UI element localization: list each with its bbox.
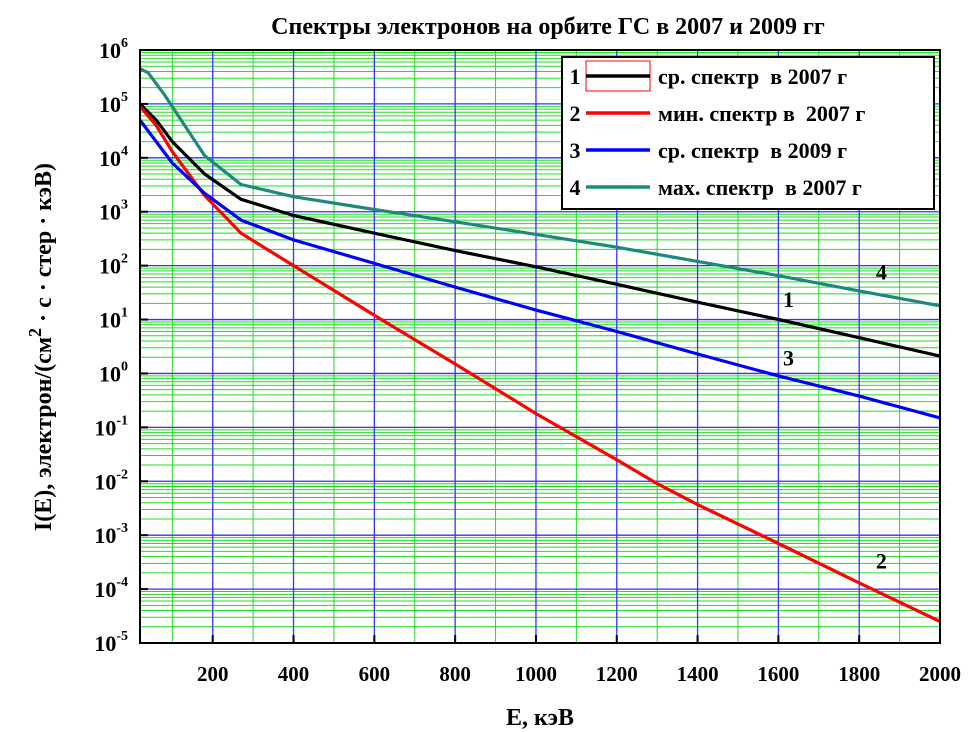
series-line-3 xyxy=(138,119,941,420)
series-line-4 xyxy=(139,67,941,308)
x-tick-label: 1400 xyxy=(677,662,719,686)
y-tick-label: 10-1 xyxy=(94,413,128,440)
x-tick-label: 1600 xyxy=(757,662,799,686)
legend-label: ср. спектр в 2009 г xyxy=(658,138,847,163)
legend-number: 4 xyxy=(570,175,581,200)
y-tick-label: 101 xyxy=(99,306,128,333)
legend-number: 3 xyxy=(570,138,581,163)
y-tick-label: 106 xyxy=(99,36,128,63)
x-tick-label: 800 xyxy=(439,662,471,686)
x-tick-label: 1200 xyxy=(596,662,638,686)
x-tick-label: 1800 xyxy=(838,662,880,686)
x-axis-label: E, кэВ xyxy=(506,705,574,731)
plot-frame xyxy=(139,49,941,644)
chart-title: Спектры электронов на орбите ГС в 2007 и… xyxy=(271,14,825,40)
curve-label-2: 2 xyxy=(876,549,887,574)
y-tick-label: 105 xyxy=(99,90,128,117)
series-line-2 xyxy=(138,105,941,623)
y-tick-label: 10-4 xyxy=(94,575,128,602)
y-axis-label-main: I(E), электрон/(см xyxy=(31,337,57,531)
x-tick-label: 200 xyxy=(197,662,229,686)
x-tick-label: 600 xyxy=(359,662,391,686)
curve-labels: 1 2 3 4 xyxy=(783,260,887,574)
axis-ticks: 200 400 600 800 1000 1200 1400 1600 1800 2000 10-5… xyxy=(94,36,961,686)
x-tick-label: 2000 xyxy=(919,662,961,686)
y-tick-label: 102 xyxy=(99,252,128,279)
y-tick-label: 103 xyxy=(99,198,128,225)
legend-number: 2 xyxy=(570,101,581,126)
series-lines xyxy=(138,67,941,623)
curve-label-1: 1 xyxy=(783,287,794,312)
x-tick-label: 1000 xyxy=(515,662,557,686)
y-axis-label: I(E), электрон/(см2 · с · стер · кэВ) xyxy=(25,163,57,531)
legend-number: 1 xyxy=(570,64,581,89)
y-tick-label: 10-5 xyxy=(94,629,128,656)
x-tick-label: 400 xyxy=(278,662,310,686)
legend-box xyxy=(561,56,935,210)
y-tick-label: 10-2 xyxy=(94,467,128,494)
curve-label-4: 4 xyxy=(876,260,887,285)
y-axis-label-tail: · с · стер · кэВ) xyxy=(31,163,57,328)
legend-label: мах. спектр в 2007 г xyxy=(658,175,862,200)
series-line-1 xyxy=(138,102,941,358)
y-tick-label: 10-3 xyxy=(94,521,128,548)
legend-label: ср. спектр в 2007 г xyxy=(658,64,847,89)
y-tick-label: 100 xyxy=(99,359,128,386)
y-axis-label-superscript: 2 xyxy=(25,328,45,337)
curve-label-3: 3 xyxy=(783,346,794,371)
legend: 1 ср. спектр в 2007 г 2 мин. спектр в 2007 … xyxy=(561,56,935,210)
y-tick-label: 104 xyxy=(99,144,128,171)
legend-label: мин. спектр в 2007 г xyxy=(658,101,865,126)
